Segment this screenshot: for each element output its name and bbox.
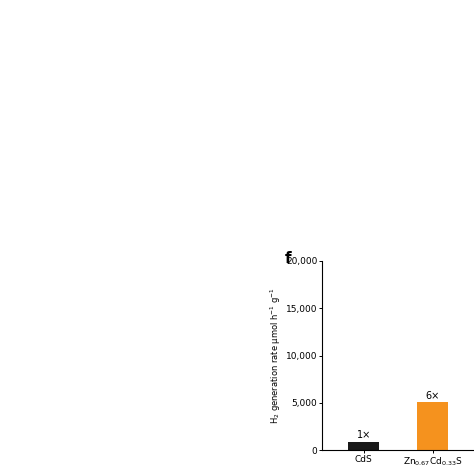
Text: 6×: 6× <box>426 391 440 401</box>
Y-axis label: H$_2$ generation rate μmol h$^{-1}$ g$^{-1}$: H$_2$ generation rate μmol h$^{-1}$ g$^{… <box>269 287 283 424</box>
Bar <box>417 402 448 450</box>
Bar <box>348 442 379 450</box>
Text: f: f <box>284 251 291 266</box>
Text: 1×: 1× <box>356 430 371 440</box>
